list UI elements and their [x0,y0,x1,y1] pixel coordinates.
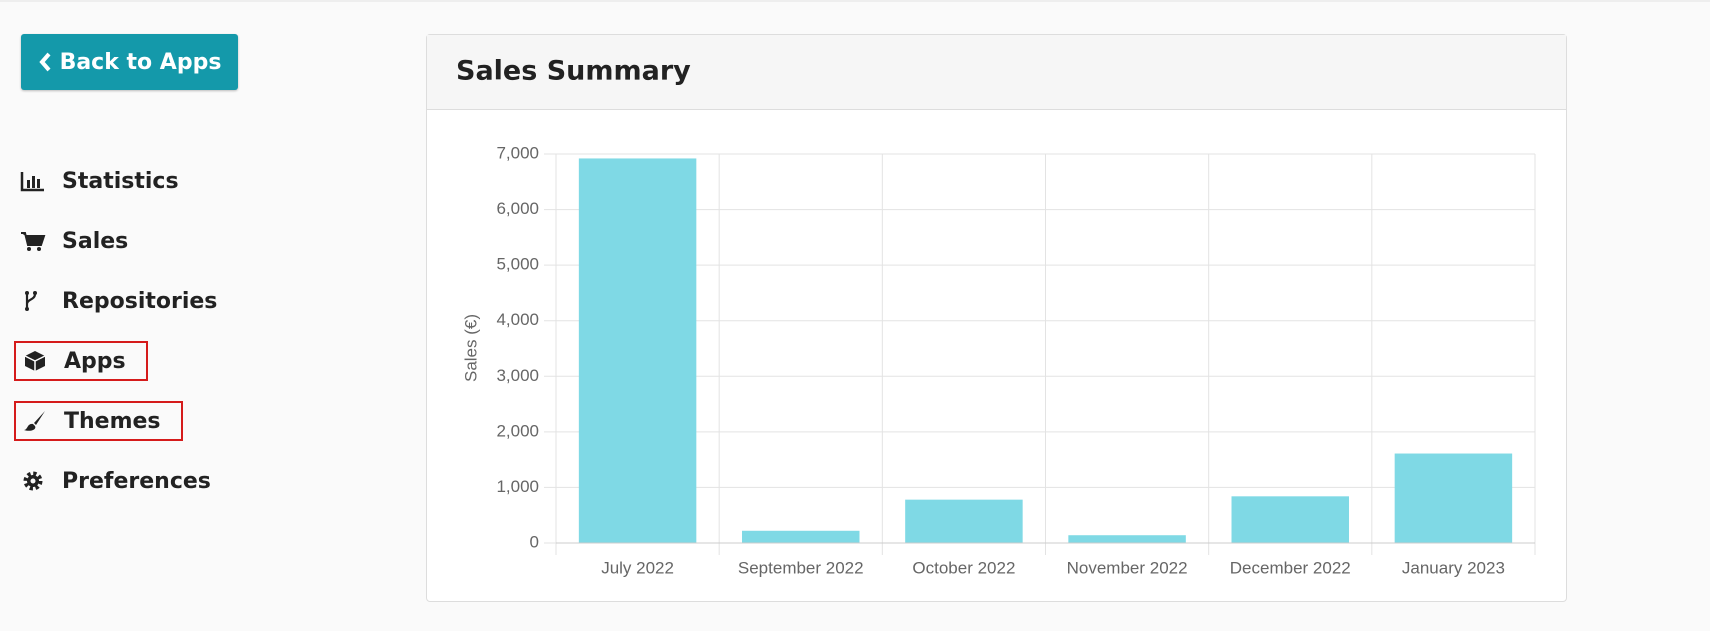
nav-label: Themes [64,408,161,434]
nav-item[interactable]: Sales [14,221,148,261]
y-axis-label: Sales (€) [461,314,480,382]
nav-item[interactable]: Apps [14,341,148,381]
chevron-icon [38,52,51,72]
icon [21,232,46,251]
x-tick-label: July 2022 [601,558,674,577]
icon [24,351,46,371]
nav-item[interactable]: Repositories [14,281,237,321]
nav-label: Statistics [62,168,179,194]
icon [20,172,44,192]
nav-label: Sales [62,228,129,254]
x-tick-label: September 2022 [738,558,864,577]
bar [1394,453,1513,543]
nav-label: Preferences [62,468,211,494]
icon [23,471,43,491]
bar [578,158,697,543]
x-tick-label: December 2022 [1230,558,1351,577]
back-button[interactable]: Back to Apps [21,34,238,90]
card-header [427,35,1566,110]
y-tick-label: 1,000 [496,477,539,496]
nav-item[interactable]: Preferences [14,461,231,501]
icon [25,291,37,311]
y-tick-label: 7,000 [496,143,539,162]
y-tick-label: 0 [530,532,539,551]
y-tick-label: 6,000 [496,199,539,218]
nav-item[interactable]: Statistics [14,161,199,201]
bar [905,499,1023,543]
y-tick-label: 5,000 [496,255,539,274]
y-tick-label: 4,000 [496,310,539,329]
icon [24,411,45,431]
y-tick-label: 2,000 [496,421,539,440]
bar [1231,496,1349,543]
nav-item[interactable]: Themes [14,401,183,441]
x-tick-label: October 2022 [912,558,1015,577]
bar [1068,535,1186,543]
nav-label: Apps [64,348,126,374]
chart-title: Sales Summary [456,56,691,87]
nav-label: Repositories [62,288,218,314]
x-tick-label: November 2022 [1067,558,1188,577]
y-tick-label: 3,000 [496,366,539,385]
bar [742,530,860,543]
back-button-label: Back to Apps [59,49,222,75]
x-tick-label: January 2023 [1402,558,1505,577]
